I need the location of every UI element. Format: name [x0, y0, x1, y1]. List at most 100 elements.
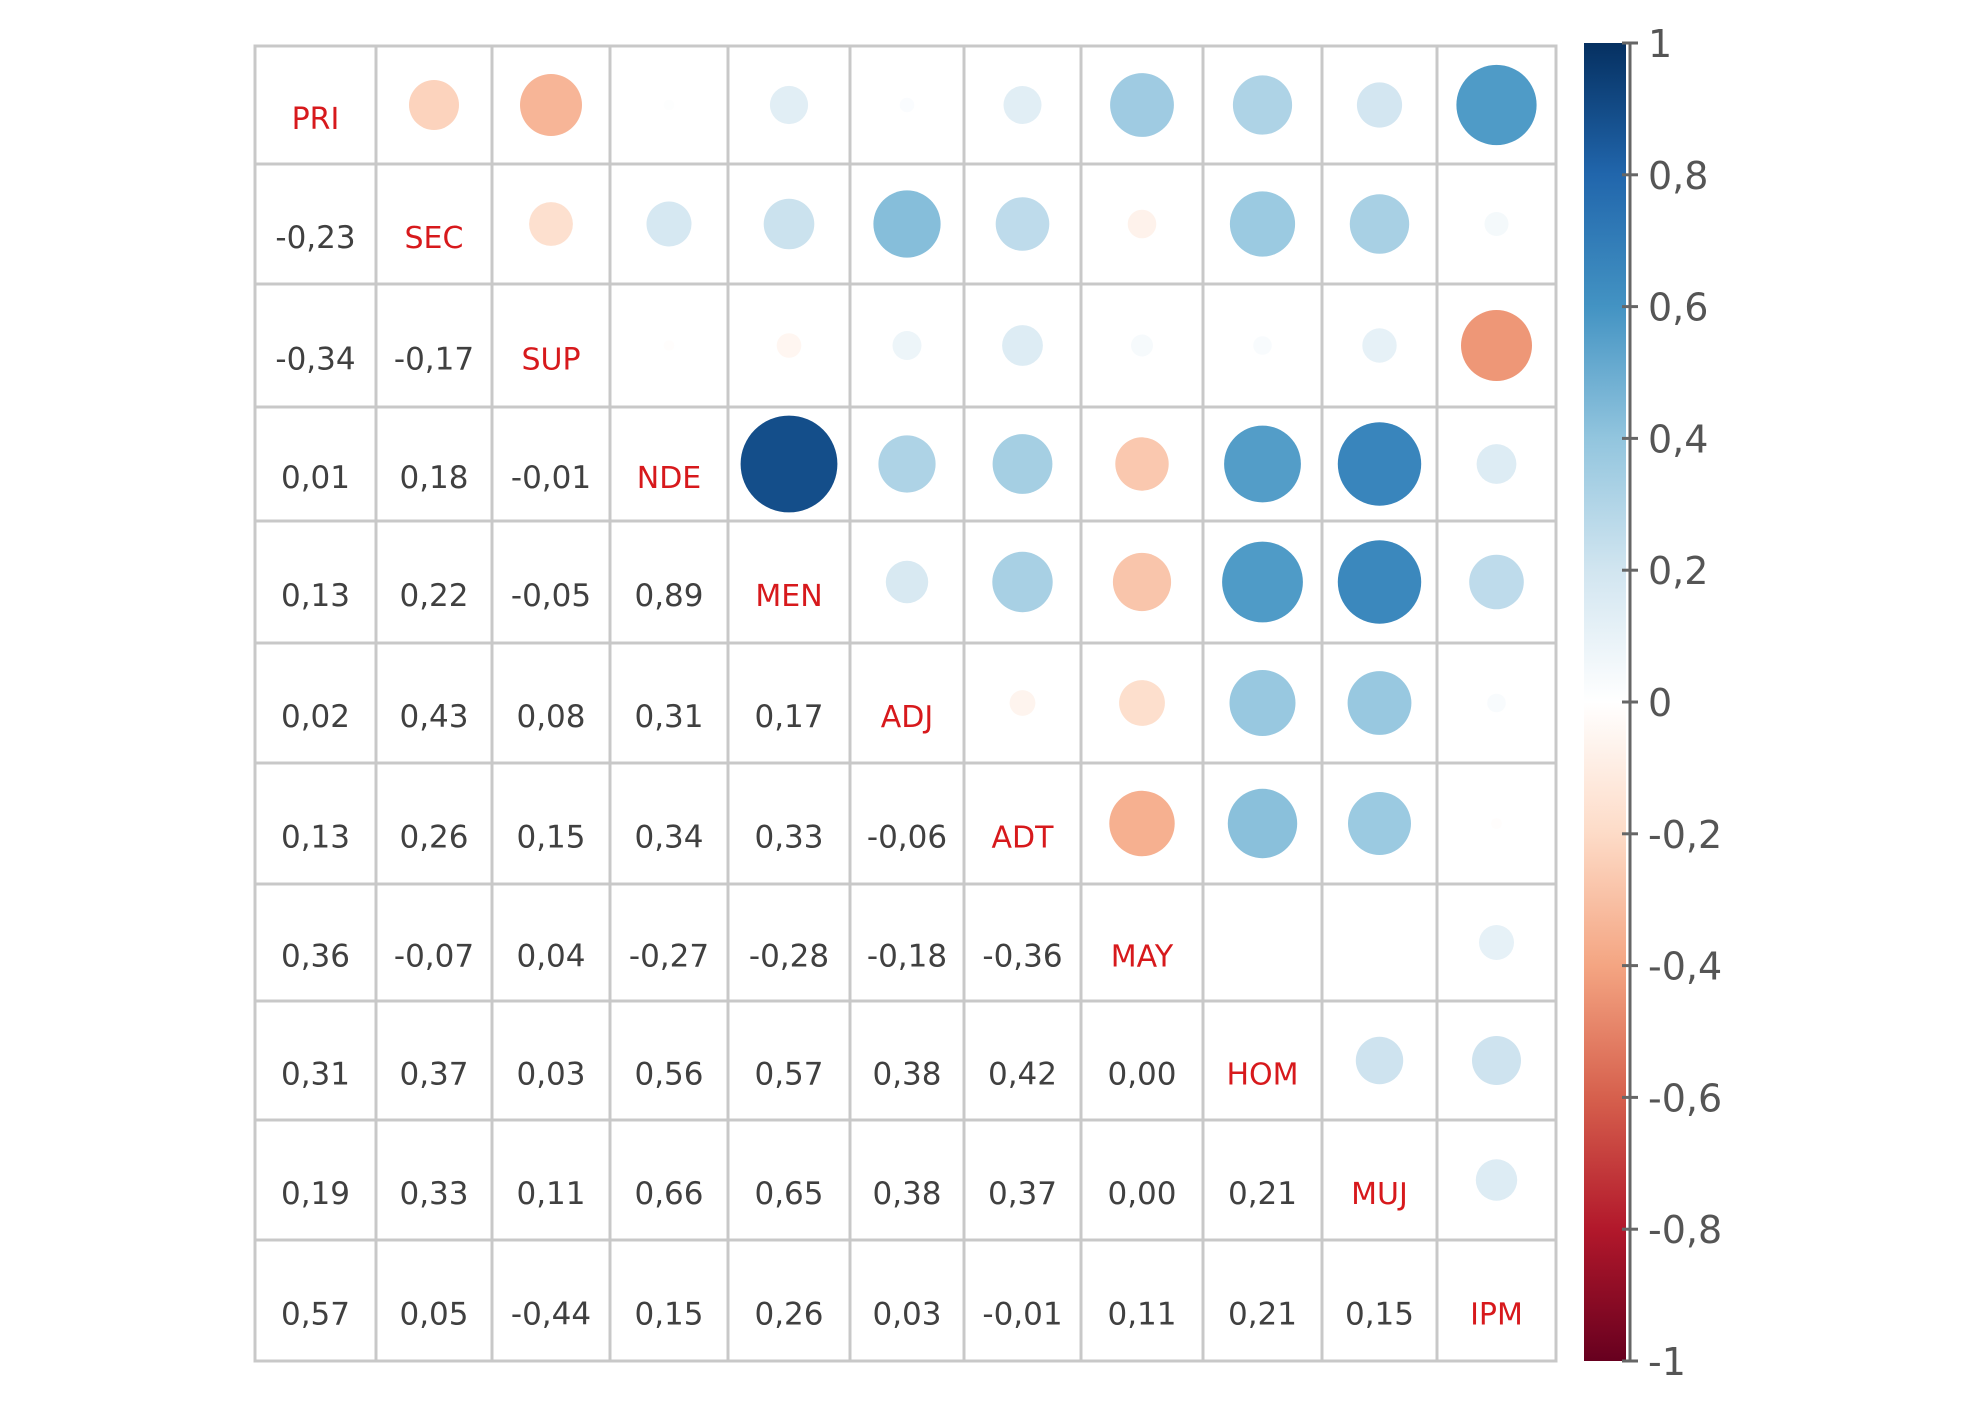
coefficient-label: 0,33 [754, 820, 823, 856]
correlation-circle [992, 551, 1053, 613]
colorbar-tick-label: 0,6 [1648, 286, 1708, 330]
correlation-circle [1469, 554, 1524, 610]
coefficient-label: 0,26 [754, 1297, 823, 1333]
colorbar-tick-label: -1 [1648, 1340, 1686, 1384]
coefficient-label: 0,26 [399, 820, 468, 856]
correlation-circle [1491, 818, 1502, 829]
correlation-circle [1119, 680, 1165, 726]
coefficient-label: 0,11 [1107, 1297, 1176, 1333]
colorbar-tick-label: -0,8 [1648, 1208, 1722, 1252]
correlation-circle [1349, 194, 1410, 254]
correlation-circle [1227, 788, 1298, 859]
diagonal-label-sec: SEC [405, 221, 464, 256]
colorbar-tick-label: -0,6 [1648, 1076, 1722, 1120]
coefficient-label: 0,38 [872, 1057, 941, 1093]
correlation-circle [1127, 209, 1157, 239]
coefficient-label: 0,36 [281, 939, 350, 975]
correlation-circle [1109, 790, 1175, 857]
correlation-circle [409, 80, 459, 130]
coefficient-label: 0,37 [988, 1176, 1057, 1212]
correlation-circle [520, 74, 582, 136]
coefficient-label: 0,04 [516, 939, 585, 975]
coefficient-label: -0,36 [982, 939, 1062, 975]
correlation-circle [1110, 73, 1174, 137]
diagonal-label-sup: SUP [521, 343, 580, 378]
coefficient-label: -0,44 [511, 1297, 591, 1333]
correlation-circle [885, 560, 929, 604]
coefficient-label: 0,19 [281, 1176, 350, 1212]
coefficient-label: 0,31 [634, 699, 703, 735]
colorbar-tick-label: -0,4 [1648, 945, 1722, 989]
coefficient-label: 0,38 [872, 1176, 941, 1212]
diagonal-label-adj: ADJ [881, 700, 933, 735]
coefficient-label: -0,18 [867, 939, 947, 975]
coefficient-label: 0,65 [754, 1176, 823, 1212]
correlation-circle [1487, 693, 1506, 713]
colorbar-tick-label: 0 [1648, 681, 1672, 725]
correlation-circle [1456, 64, 1537, 146]
correlation-circle [1222, 541, 1303, 623]
coefficient-label: 0,01 [281, 460, 350, 496]
coefficient-label: -0,01 [511, 460, 591, 496]
correlation-circle [663, 340, 675, 351]
correlation-circle [1348, 792, 1411, 855]
correlation-circle [1337, 422, 1422, 506]
correlation-circle [992, 434, 1053, 494]
diagonal-label-pri: PRI [292, 102, 340, 137]
correlation-circle [1232, 75, 1293, 135]
diagonal-label-nde: NDE [637, 461, 702, 496]
correlation-circle [899, 97, 915, 113]
colorbar-tick-label: 0,2 [1648, 549, 1708, 593]
colorbar-tick-label: -0,2 [1648, 813, 1722, 857]
correlation-circle [740, 415, 838, 513]
correlation-circle [1253, 336, 1272, 355]
correlation-circle [1362, 328, 1397, 363]
coefficient-label: -0,06 [867, 820, 947, 856]
correlation-circle [1002, 325, 1043, 366]
coefficient-label: 0,57 [281, 1297, 350, 1333]
colorbar-tick-label: 0,4 [1648, 417, 1708, 461]
coefficient-label: 0,03 [516, 1057, 585, 1093]
correlation-circle [769, 85, 809, 125]
coefficient-label: 0,15 [1345, 1297, 1414, 1333]
correlation-circle [1479, 925, 1514, 960]
coefficient-label: 0,13 [281, 578, 350, 614]
coefficient-label: 0,56 [634, 1057, 703, 1093]
coefficient-label: 0,33 [399, 1176, 468, 1212]
coefficient-label: 0,00 [1107, 1176, 1176, 1212]
correlation-circle [1347, 671, 1412, 735]
colorbar-gradient [1584, 43, 1626, 1361]
matrix-cells: PRI -0,23 SEC -0,34 -0,17 SUP 0,01 0,18 -0,01 NDE… [275, 64, 1537, 1333]
correlation-circle [1003, 86, 1042, 124]
diagonal-label-adt: ADT [992, 821, 1055, 856]
diagonal-label-may: MAY [1111, 940, 1174, 975]
correlation-circle [663, 99, 675, 111]
coefficient-label: 0,66 [634, 1176, 703, 1212]
coefficient-label: -0,34 [275, 342, 355, 378]
coefficient-label: 0,31 [281, 1057, 350, 1093]
correlation-circle [1229, 191, 1296, 257]
correlation-circle [1009, 690, 1036, 716]
correlation-circle [873, 190, 941, 258]
correlation-circle [1356, 82, 1403, 128]
correlation-circle [1475, 1159, 1518, 1201]
correlation-circle [1461, 310, 1532, 381]
coefficient-label: 0,57 [754, 1057, 823, 1093]
coefficient-label: 0,21 [1228, 1297, 1297, 1333]
coefficient-label: 0,03 [872, 1297, 941, 1333]
correlation-circle [776, 333, 802, 358]
coefficient-label: 0,34 [634, 820, 703, 856]
correlation-circle [1112, 552, 1172, 612]
coefficient-label: 0,05 [399, 1297, 468, 1333]
correlation-circle [1224, 425, 1301, 503]
coefficient-label: 0,89 [634, 578, 703, 614]
correlation-circle [892, 331, 922, 360]
correlation-circle [1355, 1036, 1404, 1085]
coefficient-label: -0,28 [749, 939, 829, 975]
correlation-circle [529, 202, 573, 246]
coefficient-label: 0,08 [516, 699, 585, 735]
coefficient-label: 0,21 [1228, 1176, 1297, 1212]
coefficient-label: 0,02 [281, 699, 350, 735]
coefficient-label: 0,15 [516, 820, 585, 856]
